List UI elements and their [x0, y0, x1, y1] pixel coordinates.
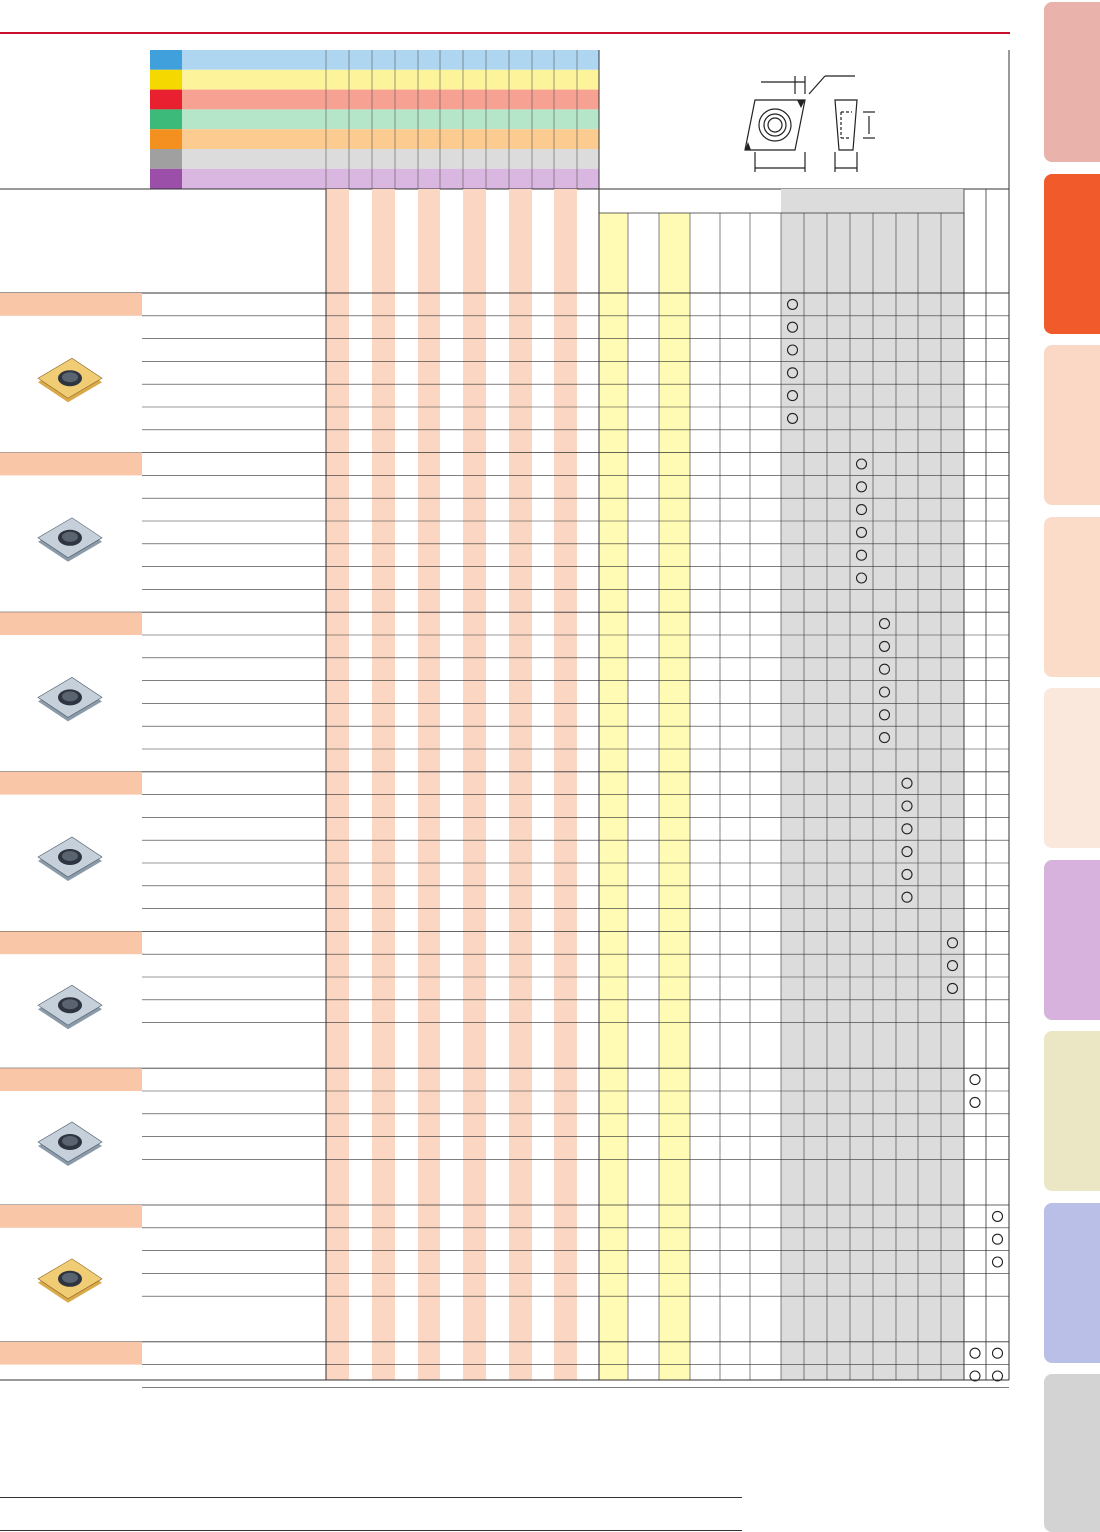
tab-5[interactable] [1044, 688, 1100, 848]
gray-insert-icon [37, 517, 103, 562]
iso-h-swatch [150, 149, 182, 169]
availability-mark [786, 390, 799, 402]
tab-9[interactable] [1044, 1374, 1100, 1532]
yellow-column-stripe [599, 213, 628, 1380]
grade-column-stripe [326, 189, 349, 1380]
grade-column-stripe [372, 189, 395, 1380]
availability-mark [901, 846, 913, 858]
iso-o-band [182, 168, 599, 189]
availability-mark [969, 1370, 981, 1382]
insert-group-header [0, 1341, 142, 1365]
tab-7[interactable] [1044, 1031, 1100, 1191]
availability-mark [991, 1210, 1004, 1222]
availability-mark [786, 367, 799, 379]
availability-mark [855, 572, 868, 584]
gray-insert-icon [37, 984, 103, 1030]
availability-mark [991, 1256, 1004, 1268]
insert-group-header [0, 1068, 142, 1091]
availability-mark [969, 1074, 981, 1086]
availability-mark [878, 663, 891, 675]
top-rule [0, 32, 1010, 34]
iso-o-swatch [150, 168, 182, 189]
availability-mark [901, 823, 913, 835]
iso-s-swatch [150, 129, 182, 149]
insert-dimension-diagram-icon [744, 75, 875, 172]
iso-p-swatch [150, 50, 182, 70]
availability-mark [855, 549, 868, 561]
insert-group-header [0, 612, 142, 635]
iso-k-band [182, 89, 599, 110]
iso-p-band [182, 50, 599, 70]
insert-group-header [0, 931, 142, 955]
yellow-column-stripe [659, 213, 690, 1380]
availability-mark [901, 800, 913, 812]
tab-2-active[interactable] [1044, 173, 1100, 334]
iso-m-band [182, 69, 599, 90]
availability-mark [878, 732, 891, 744]
grade-column-stripe [463, 189, 486, 1380]
availability-mark [786, 412, 799, 424]
availability-mark [946, 937, 959, 949]
availability-mark [878, 640, 891, 652]
availability-mark [878, 618, 891, 630]
iso-h-band [182, 149, 599, 169]
availability-mark [878, 686, 891, 698]
tab-8[interactable] [1044, 1202, 1100, 1363]
tab-3[interactable] [1044, 345, 1100, 505]
insert-group-header [0, 1205, 142, 1228]
availability-mark [855, 458, 868, 470]
product-grid [0, 50, 1010, 1388]
tab-4[interactable] [1044, 516, 1100, 677]
availability-mark [991, 1233, 1004, 1245]
iso-s-band [182, 129, 599, 149]
insert-group-header [0, 293, 142, 316]
gold-insert-icon [37, 357, 103, 403]
availability-mark [901, 777, 913, 789]
availability-mark [969, 1347, 981, 1359]
availability-mark [991, 1347, 1004, 1359]
availability-mark [946, 960, 959, 972]
tab-6[interactable] [1044, 859, 1100, 1020]
iso-n-band [182, 109, 599, 130]
iso-m-swatch [150, 69, 182, 90]
availability-mark [946, 982, 959, 994]
iso-k-swatch [150, 89, 182, 110]
availability-mark [901, 891, 913, 903]
tab-1[interactable] [1044, 2, 1100, 162]
gray-insert-icon [37, 836, 103, 881]
availability-mark [969, 1096, 981, 1108]
availability-mark [855, 526, 868, 538]
gray-insert-icon [37, 1121, 103, 1166]
availability-mark [901, 868, 913, 880]
availability-mark [855, 504, 868, 516]
availability-mark [786, 298, 799, 310]
availability-mark [786, 344, 799, 356]
gray-insert-icon [37, 677, 103, 722]
footer-rule-top [0, 1497, 742, 1498]
availability-mark [786, 321, 799, 333]
availability-mark [855, 481, 868, 493]
insert-group-header [0, 771, 142, 795]
availability-mark [991, 1370, 1004, 1382]
footer-rule-bottom [0, 1530, 742, 1531]
grade-column-stripe [418, 189, 440, 1380]
iso-n-swatch [150, 109, 182, 130]
gold-insert-icon [37, 1258, 103, 1303]
availability-mark [878, 709, 891, 721]
grade-column-stripe [509, 189, 532, 1380]
holder-group-block [781, 189, 964, 1380]
insert-group-header [0, 452, 142, 476]
grade-column-stripe [554, 189, 577, 1380]
